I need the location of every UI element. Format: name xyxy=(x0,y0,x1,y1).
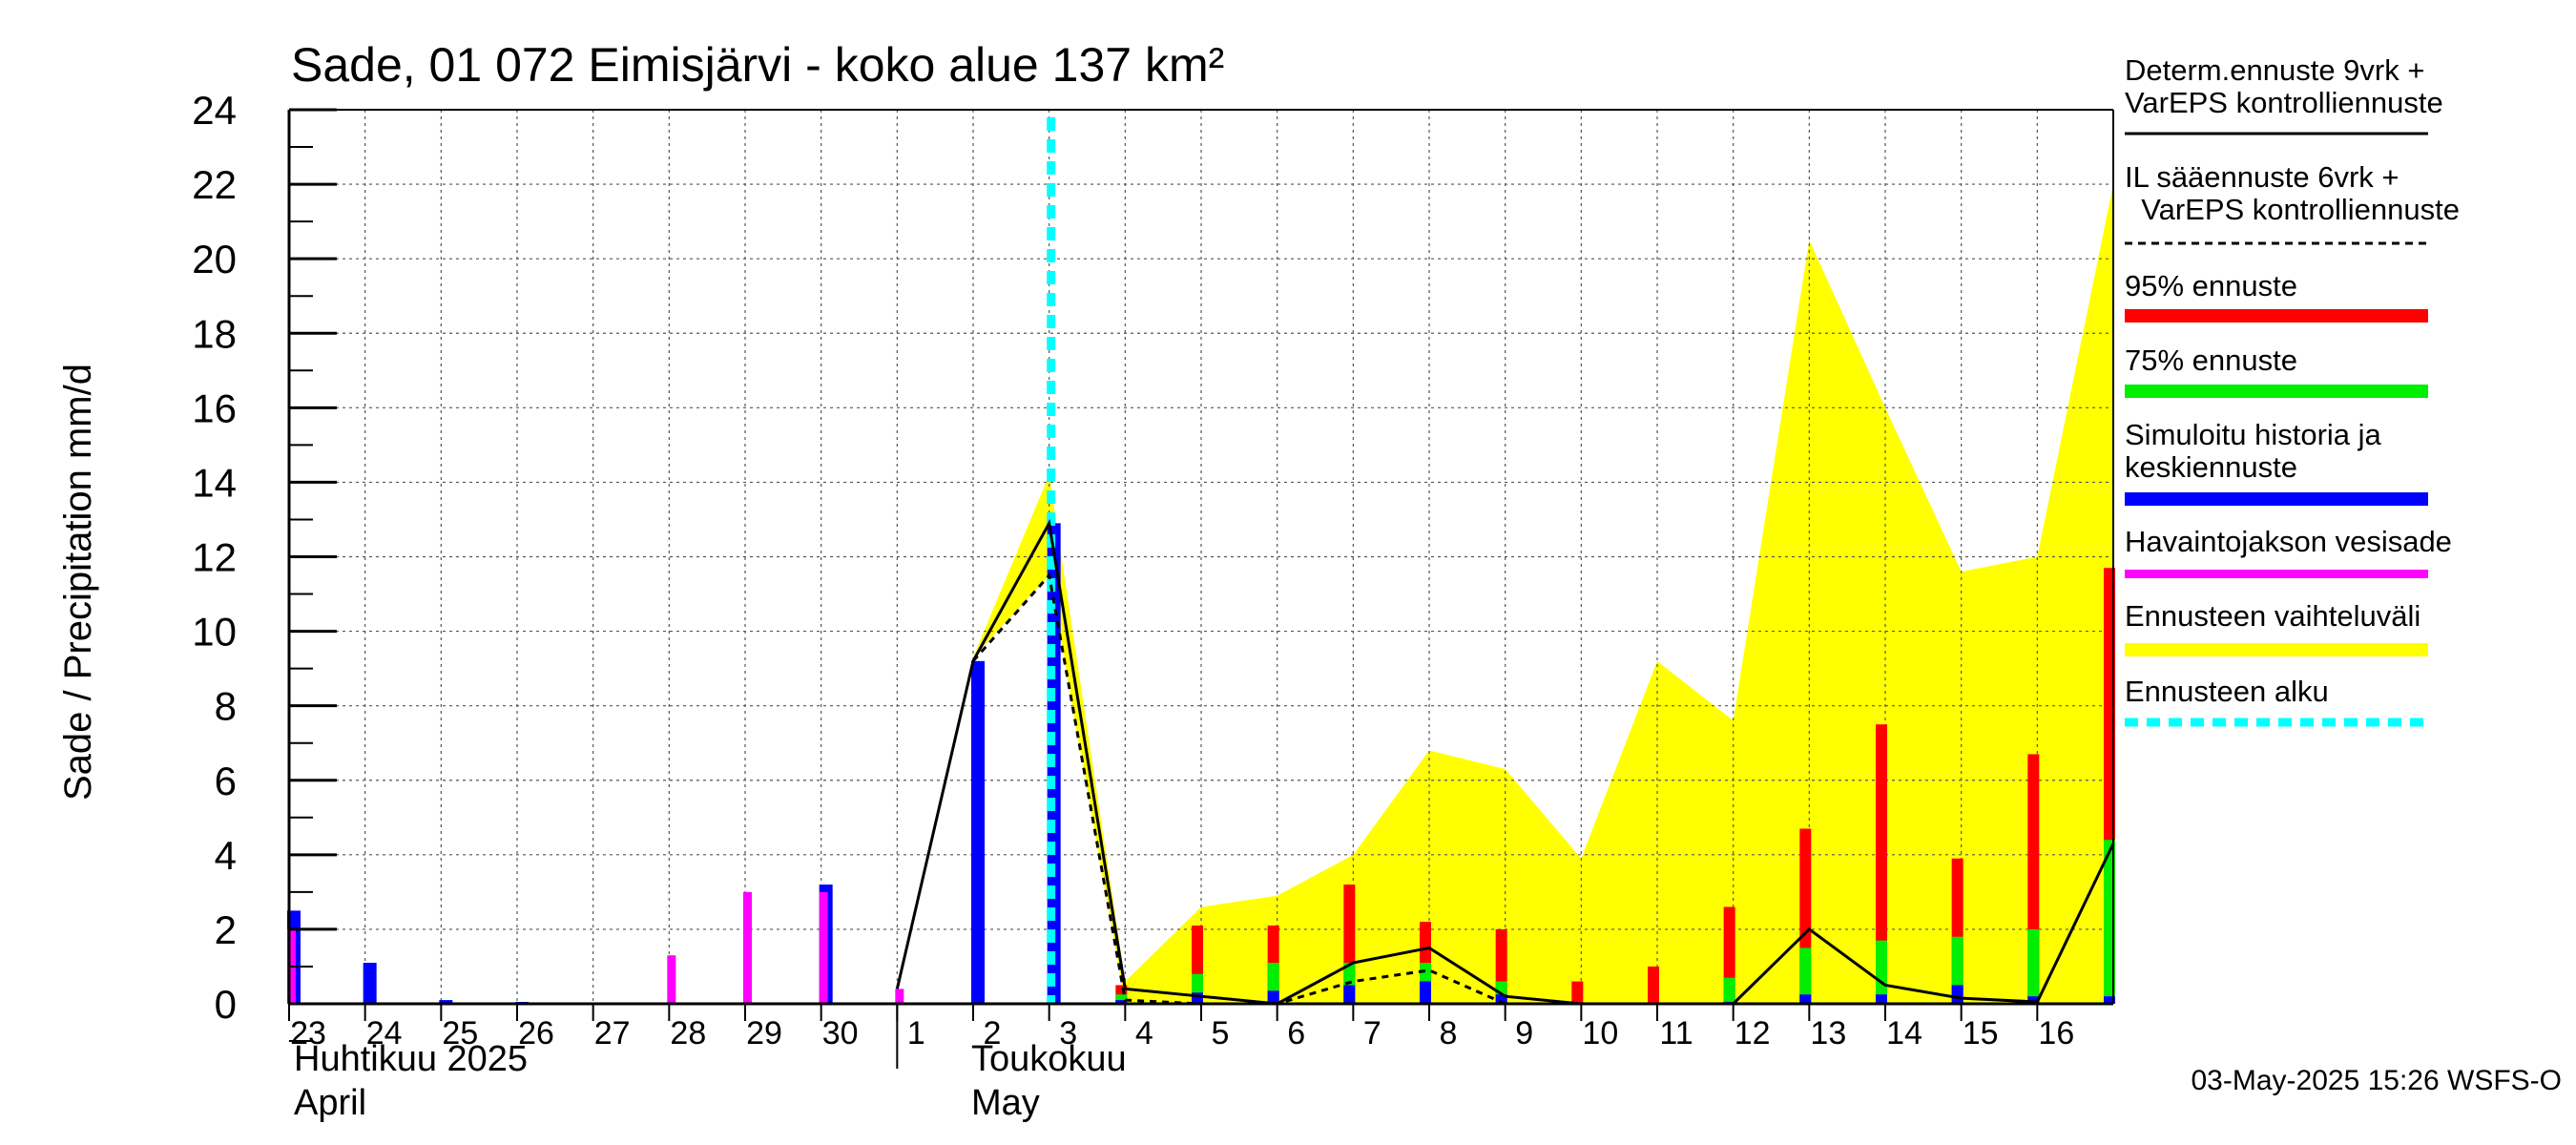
legend-p95-swatch xyxy=(2125,309,2428,323)
y-tick-label: 22 xyxy=(192,162,237,207)
x-tick-label: 1 xyxy=(907,1015,925,1051)
forecast-median-bar xyxy=(1115,1000,1128,1004)
legend-range-label: Ennusteen vaihteluväli xyxy=(2125,599,2420,633)
x-tick-label: 14 xyxy=(1886,1015,1922,1051)
forecast-p95-bar xyxy=(1876,724,1887,1004)
simulated-bar xyxy=(971,660,985,1004)
y-tick-label: 12 xyxy=(192,535,237,580)
legend-sim-label: Simuloitu historia ja xyxy=(2125,418,2382,451)
forecast-median-bar xyxy=(2104,996,2115,1004)
legend-il-label-2: VarEPS kontrolliennuste xyxy=(2125,193,2460,226)
forecast-range-band xyxy=(973,184,2113,1005)
grid xyxy=(289,109,2113,1004)
x-tick-label: 11 xyxy=(1659,1015,1693,1051)
y-tick-label: 24 xyxy=(192,88,237,133)
forecast-median-bar xyxy=(1420,981,1431,1004)
forecast-p75-bar xyxy=(1115,994,1128,1004)
forecast-p95-bar xyxy=(1951,858,1963,1004)
forecast-median-bar xyxy=(1192,992,1203,1004)
timestamp: 03-May-2025 15:26 WSFS-O xyxy=(2192,1065,2563,1096)
legend-sim-label-2: keskiennuste xyxy=(2125,450,2297,484)
month-label-may-fi: Toukokuu xyxy=(971,1039,1127,1079)
forecast-p75-bar xyxy=(1723,977,1735,1004)
y-tick-label: 4 xyxy=(215,833,237,878)
x-tick-label: 5 xyxy=(1212,1015,1230,1051)
y-tick-label: 8 xyxy=(215,684,237,729)
x-tick-label: 2 xyxy=(984,1015,1002,1051)
x-tick-label: 12 xyxy=(1735,1015,1771,1051)
x-tick-label: 27 xyxy=(594,1015,631,1051)
forecast-median-bar xyxy=(1876,994,1887,1004)
x-tick-label: 10 xyxy=(1582,1015,1618,1051)
observed-bar xyxy=(819,891,828,1004)
legend-sim-swatch xyxy=(2125,492,2428,506)
x-tick-label: 8 xyxy=(1440,1015,1458,1051)
month-label-april-fi: Huhtikuu 2025 xyxy=(294,1039,528,1079)
forecast-median-bar xyxy=(1951,985,1963,1004)
simulated-bar xyxy=(439,1000,453,1004)
forecast-median-bar xyxy=(1267,990,1279,1004)
y-tick-label: 2 xyxy=(215,907,237,952)
x-tick-label: 6 xyxy=(1287,1015,1305,1051)
y-tick-label: 6 xyxy=(215,759,237,803)
legend-obs-swatch xyxy=(2125,570,2428,578)
x-tick-label: 16 xyxy=(2038,1015,2074,1051)
forecast-median-bar xyxy=(1343,985,1356,1004)
x-tick-label: 4 xyxy=(1135,1015,1153,1051)
x-tick-label: 29 xyxy=(746,1015,782,1051)
x-tick-label: 9 xyxy=(1515,1015,1533,1051)
x-tick-label: 25 xyxy=(442,1015,478,1051)
legend-il-label: IL sääennuste 6vrk + xyxy=(2125,160,2399,194)
x-tick-label: 23 xyxy=(290,1015,326,1051)
y-tick-label: 16 xyxy=(192,385,237,430)
legend-obs-label: Havaintojakson vesisade xyxy=(2125,525,2452,558)
forecast-p75-bar xyxy=(1799,947,1812,1004)
y-axis-label: Sade / Precipitation mm/d xyxy=(57,364,99,801)
x-tick-label: 26 xyxy=(518,1015,554,1051)
x-tick-label: 13 xyxy=(1810,1015,1846,1051)
legend-start-label: Ennusteen alku xyxy=(2125,675,2329,708)
observed-bar xyxy=(743,891,752,1004)
x-tick-label: 3 xyxy=(1059,1015,1077,1051)
forecast-p95-bar xyxy=(1648,966,1659,1004)
month-label-may-en: May xyxy=(971,1083,1040,1123)
legend-p75-label: 75% ennuste xyxy=(2125,344,2297,377)
y-tick-label: 18 xyxy=(192,311,237,356)
x-tick-label: 24 xyxy=(366,1015,403,1051)
x-tick-label: 7 xyxy=(1363,1015,1381,1051)
forecast-median-bar xyxy=(1495,994,1507,1004)
deterministic-line xyxy=(895,518,2115,1006)
forecast-p75-bar xyxy=(2027,928,2040,1004)
legend-range-swatch xyxy=(2125,643,2428,656)
chart-title: Sade, 01 072 Eimisjärvi - koko alue 137 … xyxy=(291,38,1224,92)
forecast-median-bar xyxy=(1799,994,1812,1004)
legend-determ-label-2: VarEPS kontrolliennuste xyxy=(2125,86,2443,119)
x-tick-label: 30 xyxy=(822,1015,859,1051)
observed-bar xyxy=(667,955,676,1004)
range-band-area xyxy=(973,184,2113,1005)
forecast-p95-bar xyxy=(1571,981,1584,1004)
legend: Determ.ennuste 9vrk + VarEPS kontrollien… xyxy=(2125,53,2460,727)
legend-p75-swatch xyxy=(2125,385,2428,398)
forecast-p75-bar xyxy=(1951,936,1963,1004)
x-tick-label: 15 xyxy=(1963,1015,1999,1051)
y-tick-label: 20 xyxy=(192,237,237,281)
simulated-bar xyxy=(363,963,377,1004)
y-tick-label: 0 xyxy=(215,982,237,1027)
y-tick-label: 14 xyxy=(192,460,237,505)
legend-p95-label: 95% ennuste xyxy=(2125,269,2297,302)
x-tick-label: 28 xyxy=(670,1015,706,1051)
forecast-median-bar xyxy=(2027,996,2040,1004)
y-tick-label: 10 xyxy=(192,610,237,655)
forecast-p75-bar xyxy=(1876,940,1887,1004)
month-label-april-en: April xyxy=(294,1083,366,1123)
legend-determ-label: Determ.ennuste 9vrk + xyxy=(2125,53,2424,87)
observed-bar xyxy=(895,989,904,1004)
